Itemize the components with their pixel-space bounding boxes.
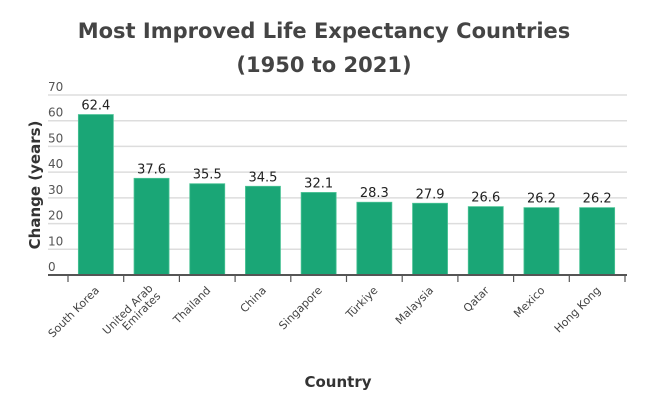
y-tick-label: 70 bbox=[48, 80, 63, 94]
x-tick-label: United ArabEmirates bbox=[100, 282, 163, 345]
x-tick-label-line: Qatar bbox=[461, 284, 492, 315]
bar bbox=[412, 202, 448, 276]
x-tick-label: Singapore bbox=[276, 284, 325, 333]
y-axis-title: Change (years) bbox=[26, 121, 44, 250]
data-label: 35.5 bbox=[193, 168, 222, 183]
data-label: 28.3 bbox=[360, 186, 389, 201]
x-tick-label: Qatar bbox=[461, 284, 492, 315]
x-tick-label-line: Mexico bbox=[511, 284, 548, 321]
data-label: 27.9 bbox=[416, 187, 445, 202]
data-label: 26.6 bbox=[471, 191, 500, 206]
data-label: 62.4 bbox=[81, 99, 110, 114]
x-tick-label: Hong Kong bbox=[552, 284, 603, 335]
x-tick-label-line: Thailand bbox=[170, 284, 213, 327]
x-tick-label-line: South Korea bbox=[46, 284, 102, 340]
bar bbox=[356, 201, 393, 276]
chart-subtitle: (1950 to 2021) bbox=[236, 53, 411, 77]
x-tick-label-line: Malaysia bbox=[393, 284, 436, 327]
y-tick-label: 0 bbox=[48, 260, 56, 274]
bar bbox=[523, 207, 560, 276]
chart-title: Most Improved Life Expectancy Countries bbox=[78, 19, 571, 43]
bar bbox=[77, 114, 114, 276]
data-label: 32.1 bbox=[304, 176, 333, 191]
x-tick-label-line: China bbox=[238, 284, 269, 315]
x-tick-label-line: Türkiye bbox=[343, 284, 381, 322]
bar bbox=[245, 185, 281, 276]
bar bbox=[467, 206, 504, 276]
x-tick-label: Malaysia bbox=[393, 284, 436, 327]
x-tick-label: South Korea bbox=[46, 284, 102, 340]
x-tick-label: Thailand bbox=[170, 284, 213, 327]
y-tick-label: 40 bbox=[48, 157, 63, 171]
bar bbox=[579, 207, 616, 276]
x-tick-label: Mexico bbox=[511, 284, 548, 321]
x-axis-title: Country bbox=[304, 373, 371, 391]
y-tick-label: 30 bbox=[48, 183, 63, 197]
data-label: 34.5 bbox=[248, 170, 277, 185]
bar bbox=[189, 183, 226, 276]
x-tick-label-line: Hong Kong bbox=[552, 284, 603, 335]
bar bbox=[133, 177, 170, 276]
x-tick-label: Türkiye bbox=[343, 284, 381, 322]
data-label: 37.6 bbox=[137, 162, 166, 177]
x-tick-label: China bbox=[238, 284, 269, 315]
bar bbox=[300, 192, 337, 276]
y-tick-label: 20 bbox=[48, 209, 63, 223]
x-tick-label-line: Singapore bbox=[276, 284, 325, 333]
y-tick-label: 10 bbox=[48, 234, 63, 248]
data-label: 26.2 bbox=[583, 192, 612, 207]
y-tick-label: 50 bbox=[48, 131, 63, 145]
y-tick-label: 60 bbox=[48, 106, 63, 120]
data-label: 26.2 bbox=[527, 192, 556, 207]
